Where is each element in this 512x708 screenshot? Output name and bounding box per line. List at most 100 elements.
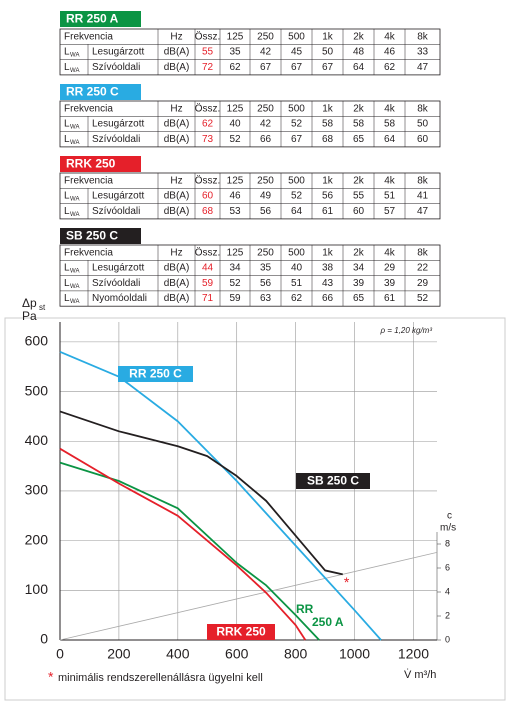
header-cell: 125 (227, 31, 244, 42)
row-unit: dB(A) (164, 134, 190, 145)
row-symbol: L (64, 206, 70, 217)
row-name: Szívóoldali (92, 62, 140, 73)
x-tick-label: 400 (166, 646, 190, 662)
header-cell: Frekvencia (64, 247, 113, 258)
header-cell: 1k (322, 175, 334, 186)
curve (59, 447, 307, 641)
row-symbol-sub: WA (70, 299, 79, 305)
y2-label: c (447, 511, 452, 522)
cell-value: 39 (353, 278, 365, 289)
cell-value: 68 (202, 206, 214, 217)
row-name: Lesugárzott (92, 119, 144, 130)
y-tick-label: 0 (40, 631, 48, 647)
header-cell: 125 (227, 247, 244, 258)
cell-value: 46 (384, 47, 396, 58)
curve-label: RRK 250 (216, 625, 266, 639)
header-cell: 1k (322, 247, 334, 258)
marker: * (344, 574, 350, 590)
header-cell: 250 (257, 31, 274, 42)
row-unit: dB(A) (164, 278, 190, 289)
cell-value: 52 (417, 293, 429, 304)
cell-value: 71 (202, 293, 214, 304)
header-cell: 1k (322, 103, 334, 114)
row-symbol-sub: WA (70, 269, 79, 275)
row-symbol-sub: WA (70, 140, 79, 146)
row-unit: dB(A) (164, 293, 190, 304)
row-unit: dB(A) (164, 119, 190, 130)
table-title: RR 250 C (66, 85, 119, 99)
y-tick-label: 100 (25, 581, 49, 597)
header-cell: 4k (384, 103, 396, 114)
cell-value: 62 (291, 293, 303, 304)
cell-value: 63 (260, 293, 272, 304)
cell-value: 57 (384, 206, 396, 217)
cell-value: 43 (322, 278, 334, 289)
row-name: Lesugárzott (92, 263, 144, 274)
cell-value: 49 (260, 191, 272, 202)
table-title: RRK 250 (66, 157, 116, 171)
row-name: Szívóoldali (92, 278, 140, 289)
header-cell: 8k (417, 103, 429, 114)
cell-value: 60 (417, 134, 429, 145)
x-tick-label: 0 (56, 646, 64, 662)
header-cell: 8k (417, 175, 429, 186)
cell-value: 42 (260, 119, 272, 130)
cell-value: 72 (202, 62, 214, 73)
y2-tick-label: 8 (445, 538, 450, 548)
y2-tick-label: 6 (445, 562, 450, 572)
cell-value: 47 (417, 206, 429, 217)
cell-value: 55 (202, 47, 214, 58)
annotation: ρ = 1,20 kg/m³ (380, 326, 433, 335)
header-cell: 8k (417, 247, 429, 258)
curve (59, 410, 343, 576)
cell-value: 34 (229, 263, 241, 274)
cell-value: 62 (229, 62, 241, 73)
cell-value: 65 (353, 293, 365, 304)
header-cell: 8k (417, 31, 429, 42)
footnote: minimális rendszerellenállásra ügyelni k… (58, 672, 263, 684)
y-tick-label: 400 (25, 432, 49, 448)
cell-value: 67 (291, 62, 303, 73)
header-cell: 125 (227, 175, 244, 186)
header-cell: Frekvencia (64, 103, 113, 114)
row-unit: dB(A) (164, 263, 190, 274)
header-cell: 4k (384, 247, 396, 258)
header-cell: Össz. (195, 30, 221, 42)
header-cell: 4k (384, 175, 396, 186)
row-symbol: L (64, 293, 70, 304)
cell-value: 51 (291, 278, 303, 289)
row-symbol: L (64, 119, 70, 130)
cell-value: 40 (291, 263, 303, 274)
curve-label: SB 250 C (307, 474, 359, 488)
cell-value: 29 (384, 263, 396, 274)
row-symbol: L (64, 134, 70, 145)
cell-value: 47 (417, 62, 429, 73)
cell-value: 52 (229, 278, 241, 289)
header-cell: 2k (353, 103, 365, 114)
row-unit: dB(A) (164, 191, 190, 202)
row-symbol-sub: WA (70, 212, 79, 218)
header-cell: 1k (322, 31, 334, 42)
x-tick-label: 1000 (339, 646, 370, 662)
header-cell: Frekvencia (64, 31, 113, 42)
header-cell: 500 (288, 175, 305, 186)
y-tick-label: 600 (25, 333, 49, 349)
header-cell: Hz (170, 103, 182, 114)
table-title-box (60, 84, 141, 100)
y2-label-unit: m/s (440, 523, 456, 534)
row-name: Lesugárzott (92, 47, 144, 58)
y-label: Δp (22, 296, 37, 310)
cell-value: 39 (384, 278, 396, 289)
cell-value: 50 (322, 47, 334, 58)
cell-value: 52 (291, 119, 303, 130)
curve-label: RR 250 A (296, 602, 344, 629)
curve-label-box (296, 473, 370, 489)
curve-label: RR 250 C (129, 367, 182, 381)
cell-value: 59 (229, 293, 241, 304)
cell-value: 56 (260, 206, 272, 217)
row-symbol-sub: WA (70, 53, 79, 59)
cell-value: 73 (202, 134, 214, 145)
table-title-box (60, 156, 141, 172)
table-title: SB 250 C (66, 229, 118, 243)
cell-value: 67 (322, 62, 334, 73)
